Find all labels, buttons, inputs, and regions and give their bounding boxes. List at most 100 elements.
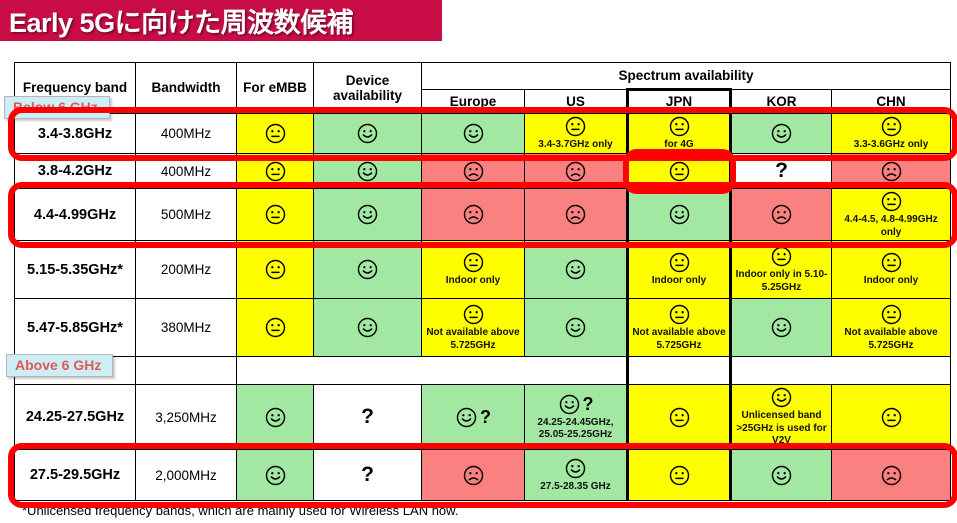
availability-cell (236, 153, 314, 189)
table-row: 3.4-3.8GHz 400MHz 3.4-3.7GHz only for 4G 3.3… (14, 113, 952, 154)
region-header-us: US (524, 89, 628, 114)
smile-icon (525, 316, 626, 339)
availability-cell (730, 113, 832, 154)
availability-note: Indoor only in 5.10-5.25GHz (735, 269, 828, 293)
availability-cell (830, 153, 952, 189)
availability-cell (830, 384, 952, 450)
table-row: 3.8-4.2GHz 400MHz? (14, 153, 952, 189)
table-row: 5.15-5.35GHz* 200MHz Indoor only Indoor onl… (14, 240, 952, 299)
neutral-icon (422, 303, 524, 326)
smile-icon (732, 122, 831, 145)
availability-cell (313, 113, 422, 154)
frequency-band-cell: 3.8-4.2GHz (14, 153, 136, 189)
availability-cell (730, 298, 832, 357)
availability-cell: ? (730, 153, 832, 189)
bandwidth-cell: 380MHz (135, 298, 237, 357)
availability-cell (236, 449, 314, 501)
col-header-for-embb: For eMBB (236, 62, 314, 114)
availability-cell (236, 240, 314, 299)
smile-icon (314, 258, 421, 281)
above-6ghz-label: Above 6 GHz (6, 354, 114, 377)
gap-cell (314, 357, 422, 385)
smile-icon (314, 122, 421, 145)
smile-question-icon: ? (422, 406, 524, 429)
smile-icon (732, 316, 831, 339)
availability-cell (313, 298, 422, 357)
frequency-band-cell: 3.4-3.8GHz (14, 113, 136, 154)
availability-cell (421, 153, 525, 189)
availability-cell (236, 298, 314, 357)
neutral-icon (237, 316, 313, 339)
bandwidth-cell: 200MHz (135, 240, 237, 299)
availability-cell (524, 240, 628, 299)
availability-cell (524, 188, 628, 241)
smile-icon (732, 464, 831, 487)
availability-cell: 3.4-3.7GHz only (524, 113, 628, 154)
neutral-icon (237, 203, 313, 226)
availability-cell (421, 113, 525, 154)
col-header-bandwidth: Bandwidth (135, 62, 237, 114)
neutral-icon (237, 160, 313, 183)
availability-cell (626, 384, 732, 450)
frown-icon (525, 203, 626, 226)
table-row: 4.4-4.99GHz 500MHz 4.4-4.5, 4.8-4.99GHz on… (14, 188, 952, 241)
frown-icon (525, 160, 626, 183)
bandwidth-cell: 2,000MHz (135, 449, 237, 501)
availability-cell (730, 188, 832, 241)
smile-icon (314, 160, 421, 183)
neutral-icon (832, 406, 950, 429)
smile-icon (732, 386, 831, 409)
availability-cell (313, 153, 422, 189)
neutral-icon (629, 303, 729, 326)
availability-cell (236, 188, 314, 241)
frequency-band-cell: 27.5-29.5GHz (14, 449, 136, 501)
availability-cell: Unlicensed band >25GHz is used for V2V (730, 384, 832, 450)
availability-cell (313, 188, 422, 241)
neutral-icon (629, 251, 729, 274)
availability-note: 27.5-28.35 GHz (540, 480, 611, 492)
region-header-jpn: JPN (626, 88, 732, 114)
header-row-1: Frequency band Bandwidth For eMBB Device… (14, 62, 952, 114)
availability-cell: Not available above 5.725GHz (830, 298, 952, 357)
availability-cell (421, 449, 525, 501)
neutral-icon (525, 115, 626, 138)
frequency-table: Frequency band Bandwidth For eMBB Device… (14, 62, 952, 501)
availability-cell: 27.5-28.35 GHz (524, 449, 628, 501)
neutral-icon (629, 115, 729, 138)
availability-note: Indoor only (651, 275, 707, 287)
col-header-device-availability: Device availability (313, 62, 422, 114)
availability-note: Indoor only (445, 275, 501, 287)
neutral-icon (832, 303, 950, 326)
gap-cell (237, 357, 314, 385)
neutral-icon (237, 258, 313, 281)
frequency-band-cell: 24.25-27.5GHz (14, 384, 136, 450)
gap-cell (422, 357, 525, 385)
page-title: Early 5Gに向けた周波数候補 (9, 8, 354, 38)
gap-row (14, 356, 952, 385)
smile-icon (237, 406, 313, 429)
neutral-icon (832, 251, 950, 274)
gap-cell (831, 356, 952, 385)
below-6ghz-label: Below 6 GHz (4, 96, 110, 119)
col-header-spectrum-availability: Spectrum availability (420, 62, 952, 90)
neutral-icon (732, 245, 831, 268)
availability-cell (421, 188, 525, 241)
neutral-icon (832, 115, 950, 138)
neutral-icon (629, 464, 729, 487)
frown-icon (422, 160, 524, 183)
question-mark-icon: ? (775, 159, 788, 182)
gap-cell (135, 356, 237, 385)
table-row: 5.47-5.85GHz* 380MHz Not available above 5… (14, 298, 952, 357)
availability-cell: for 4G (626, 113, 732, 154)
bandwidth-cell: 400MHz (135, 113, 237, 154)
availability-note: 3.3-3.6GHz only (853, 139, 929, 151)
availability-note: Indoor only (863, 275, 919, 287)
region-header-europe: Europe (421, 89, 525, 114)
question-mark-icon: ? (361, 405, 374, 428)
availability-cell (626, 188, 732, 241)
smile-icon (629, 203, 729, 226)
availability-cell: ? (421, 384, 525, 450)
availability-cell: Not available above 5.725GHz (421, 298, 525, 357)
availability-cell: Indoor only (626, 240, 732, 299)
